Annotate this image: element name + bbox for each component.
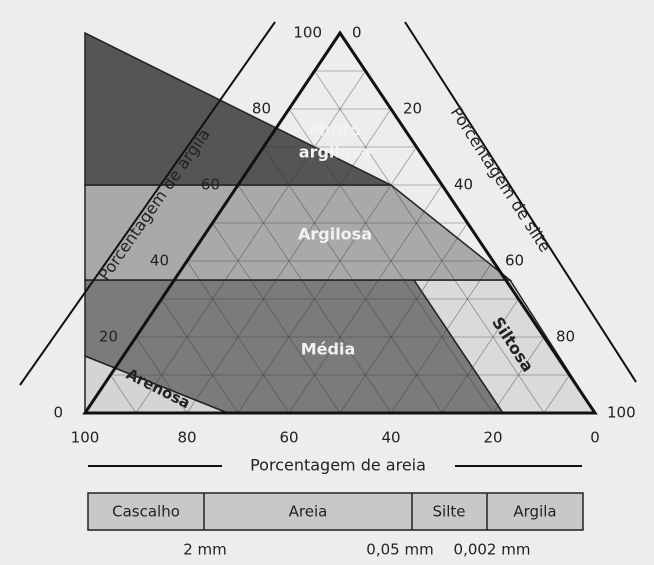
grid-line <box>492 336 545 414</box>
argila-axis-line <box>19 21 276 386</box>
grid-line <box>212 222 341 414</box>
grid-line <box>135 336 188 414</box>
argila-tick-label: 40 <box>150 252 169 270</box>
grid-line <box>237 184 392 414</box>
silte-tick-label: 80 <box>556 328 575 346</box>
grid-line <box>110 374 137 414</box>
areia-axis-label: Porcentagem de areia <box>250 456 426 475</box>
scale-class: Argila <box>513 503 556 521</box>
region-label: Média <box>301 340 356 359</box>
scale-bar <box>87 492 584 531</box>
areia-tick-label: 60 <box>279 429 298 447</box>
grid-line <box>237 146 417 414</box>
argila-tick-label: 60 <box>201 176 220 194</box>
grid-line <box>288 184 443 414</box>
silte-tick-label: 100 <box>607 404 636 422</box>
grid-line <box>288 108 494 414</box>
argila-tick-label: 100 <box>293 24 322 42</box>
silte-tick-label: 0 <box>352 24 362 42</box>
grid-line <box>263 146 443 414</box>
silte-tick-label: 20 <box>403 100 422 118</box>
silte-tick-label: 60 <box>505 252 524 270</box>
grid-line <box>390 260 494 414</box>
region-label: argilosa <box>299 143 371 162</box>
scale-limit: 0,05 mm <box>366 541 433 559</box>
areia-tick-label: 20 <box>483 429 502 447</box>
areia-tick-label: 40 <box>381 429 400 447</box>
argila-tick-label: 80 <box>252 100 271 118</box>
grid-line <box>186 108 392 414</box>
argila-tick-label: 20 <box>99 328 118 346</box>
argila-tick-label: 0 <box>53 404 63 422</box>
triangle-outline <box>82 30 598 415</box>
areia-tick-label: 100 <box>71 429 100 447</box>
grid-line <box>135 70 366 414</box>
grid-line <box>441 298 519 414</box>
scale-limit: 0,002 mm <box>454 541 531 559</box>
region-label: Argilosa <box>298 225 372 244</box>
grid-line <box>186 260 290 414</box>
grid-line <box>543 374 570 414</box>
scale-class: Cascalho <box>112 503 180 521</box>
silte-tick-label: 40 <box>454 176 473 194</box>
region-label: Muito <box>309 121 360 140</box>
scale-class: Silte <box>433 503 466 521</box>
silte-axis-line <box>404 21 637 383</box>
areia-tick-label: 0 <box>590 429 600 447</box>
grid-line <box>161 298 239 414</box>
areia-tick-label: 80 <box>177 429 196 447</box>
scale-limit: 2 mm <box>183 541 227 559</box>
grid-line <box>314 70 545 414</box>
scale-class: Areia <box>289 503 328 521</box>
grid-line <box>339 222 468 414</box>
